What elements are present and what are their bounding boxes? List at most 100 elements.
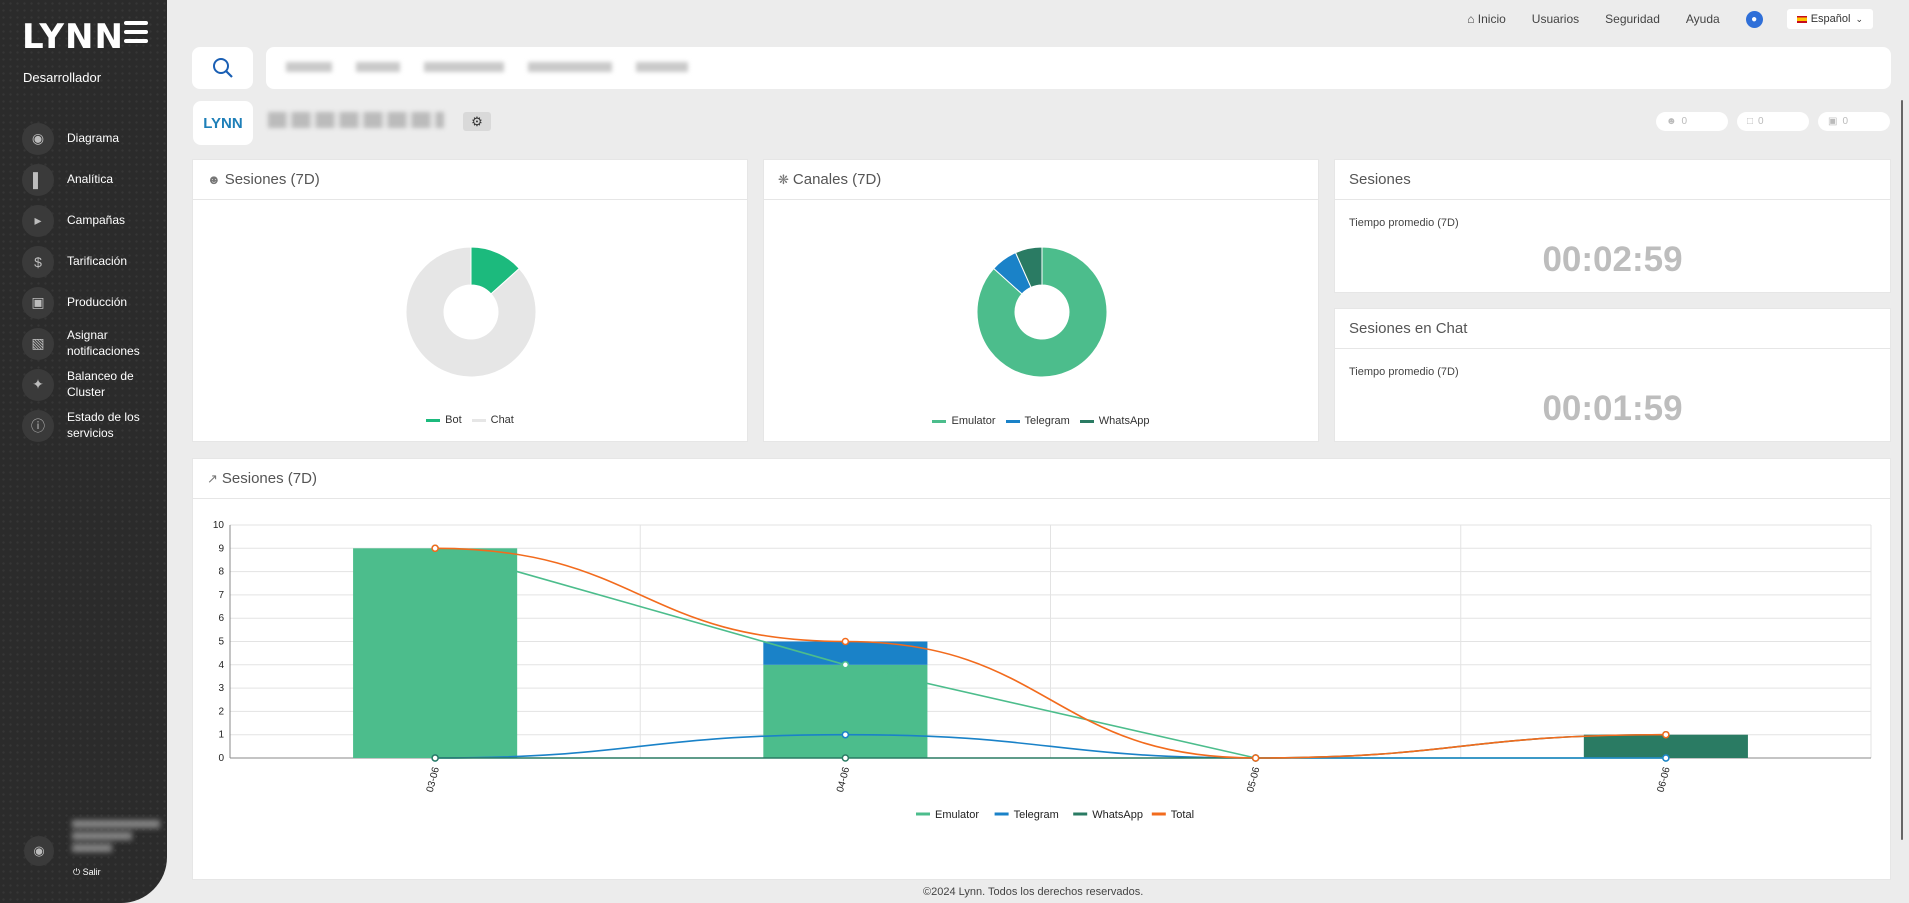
chat-stat-card: Sesiones en Chat Tiempo promedio (7D) 00…: [1334, 308, 1891, 442]
bell-icon[interactable]: ●: [1745, 10, 1763, 28]
point-total[interactable]: [1662, 730, 1670, 739]
point-total[interactable]: [841, 637, 850, 646]
search-icon: [212, 58, 233, 78]
pie-slice-chat[interactable]: [405, 246, 537, 378]
top-nav: ⌂ Inicio Usuarios Seguridad Ayuda ● Espa…: [1467, 0, 1909, 38]
user-icon: ☻: [207, 172, 221, 187]
nav-help[interactable]: Ayuda: [1685, 12, 1720, 26]
bar-emulator-03-06[interactable]: [353, 548, 518, 758]
robot-icon: ▣: [1828, 116, 1838, 127]
search-button[interactable]: [192, 47, 253, 89]
sidebar-item-produccion[interactable]: ▣ Producción: [22, 282, 167, 323]
sidebar-item-label: Asignar notificaciones: [67, 327, 140, 358]
channels-pie-legend: Emulator Telegram WhatsApp: [764, 415, 1318, 427]
sidebar-item-analitica[interactable]: ▌ Analítica: [22, 159, 167, 200]
nav-security[interactable]: Seguridad: [1605, 12, 1660, 26]
sidebar-item-estado-servicios[interactable]: ⓘ Estado de los servicios: [22, 405, 167, 446]
bar-chart-icon: ▌: [22, 163, 54, 196]
stat-value: 00:01:59: [1542, 389, 1683, 428]
point-telegram[interactable]: [1662, 754, 1670, 762]
x-tick-label: 06-06: [1656, 766, 1673, 794]
y-tick-label: 0: [218, 753, 224, 764]
logout-link[interactable]: ⏻ Salir: [73, 867, 101, 877]
nav-users[interactable]: Usuarios: [1531, 12, 1580, 26]
legend-telegram: Telegram: [1005, 415, 1070, 427]
asterisk-icon: ❋: [778, 171, 789, 187]
sidebar-item-label: Estado de los servicios: [67, 409, 140, 440]
language-select[interactable]: Español ⌄: [1786, 9, 1873, 29]
point-total[interactable]: [431, 544, 439, 553]
channels-donut: [976, 246, 1108, 378]
y-tick-label: 10: [213, 520, 225, 531]
palette-icon: ◉: [22, 122, 54, 155]
point-whatsapp[interactable]: [841, 754, 850, 762]
x-tick-label: 03-06: [425, 766, 442, 794]
point-emulator[interactable]: [841, 661, 850, 669]
camera-icon[interactable]: ◉: [24, 836, 54, 866]
messages-counter: □ 0: [1737, 112, 1809, 131]
pie-slice-whatsapp[interactable]: [1014, 246, 1043, 288]
sidebar-item-label: Producción: [67, 294, 128, 309]
nav-home[interactable]: ⌂ Inicio: [1467, 12, 1506, 26]
point-telegram[interactable]: [841, 730, 850, 739]
y-tick-label: 3: [218, 683, 224, 694]
sessions-pie-card: ☻ Sesiones (7D) Bot Chat: [192, 159, 748, 442]
legend-chat: Chat: [471, 414, 514, 426]
y-tick-label: 6: [218, 613, 224, 624]
sidebar-item-label: Balanceo de Cluster: [67, 368, 134, 399]
power-icon: ⏻: [73, 867, 81, 877]
notification-icon: ▧: [22, 327, 54, 360]
cluster-icon: ✦: [22, 368, 54, 401]
card-title: ❋ Canales (7D): [764, 160, 1318, 200]
y-tick-label: 5: [218, 637, 224, 648]
bar-whatsapp-06-06[interactable]: [1583, 734, 1748, 758]
bar-emulator-04-06[interactable]: [763, 664, 928, 758]
card-title: ☻ Sesiones (7D): [193, 160, 747, 200]
search-input[interactable]: [266, 47, 1891, 89]
legend-whatsapp: WhatsApp: [1092, 809, 1143, 821]
channels-pie-card: ❋ Canales (7D) Emulator Telegram WhatsApp: [763, 159, 1319, 442]
sidebar-nav: ◉ Diagrama ▌ Analítica ▸ Campañas $ Tari…: [22, 118, 167, 446]
stat-value: 00:02:59: [1542, 240, 1683, 279]
point-whatsapp[interactable]: [431, 754, 439, 762]
legend-bot: Bot: [426, 414, 462, 426]
user-icon: ☻: [1666, 116, 1677, 127]
point-total[interactable]: [1251, 754, 1260, 762]
breadcrumb-blurred: [286, 62, 688, 72]
sidebar-item-asignar-notificaciones[interactable]: ▧ Asignar notificaciones: [22, 323, 167, 364]
x-tick-label: 04-06: [835, 766, 852, 794]
sidebar-item-tarificacion[interactable]: $ Tarificación: [22, 241, 167, 282]
sidebar-item-label: Campañas: [67, 212, 126, 227]
home-icon: ⌂: [1467, 12, 1475, 26]
stat-subtitle: Tiempo promedio (7D): [1349, 217, 1459, 229]
gear-icon[interactable]: ⚙: [463, 112, 491, 131]
bar-telegram-04-06[interactable]: [763, 641, 928, 665]
y-tick-label: 2: [218, 706, 224, 717]
sidebar-item-balanceo-cluster[interactable]: ✦ Balanceo de Cluster: [22, 364, 167, 405]
sidebar-item-campanas[interactable]: ▸ Campañas: [22, 200, 167, 241]
avatar: [72, 820, 160, 864]
sessions-chart-card: ↗ Sesiones (7D) 0 1 2 3 4 5 6 7 8 9 10 03-06 04-06 05-…: [192, 458, 1891, 880]
legend-telegram: Telegram: [1014, 809, 1059, 821]
legend-emulator: Emulator: [935, 809, 979, 821]
hamburger-menu-icon[interactable]: [124, 21, 148, 43]
briefcase-icon: ▣: [22, 286, 54, 319]
sidebar-item-label: Analítica: [67, 171, 114, 186]
trend-icon: ↗: [207, 470, 218, 486]
user-role: Desarrollador: [23, 70, 102, 85]
pie-slice-emulator[interactable]: [976, 246, 1108, 378]
users-counter: ☻ 0: [1656, 112, 1728, 131]
sidebar-item-diagrama[interactable]: ◉ Diagrama: [22, 118, 167, 159]
line-telegram: [435, 733, 1666, 759]
bots-counter: ▣ 0: [1818, 112, 1890, 131]
sessions-stat-card: Sesiones Tiempo promedio (7D) 00:02:59: [1334, 159, 1891, 293]
y-tick-label: 4: [218, 660, 224, 671]
scrollbar[interactable]: [1901, 100, 1903, 840]
sidebar: LYNN Desarrollador ◉ Diagrama ▌ Analític…: [0, 0, 167, 903]
sessions-donut: [405, 246, 537, 378]
card-title: Sesiones en Chat: [1335, 309, 1890, 349]
dollar-icon: $: [22, 245, 54, 278]
bot-logo: LYNN: [193, 101, 253, 145]
card-title: Sesiones: [1335, 160, 1890, 200]
sessions-pie-legend: Bot Chat: [193, 414, 747, 426]
